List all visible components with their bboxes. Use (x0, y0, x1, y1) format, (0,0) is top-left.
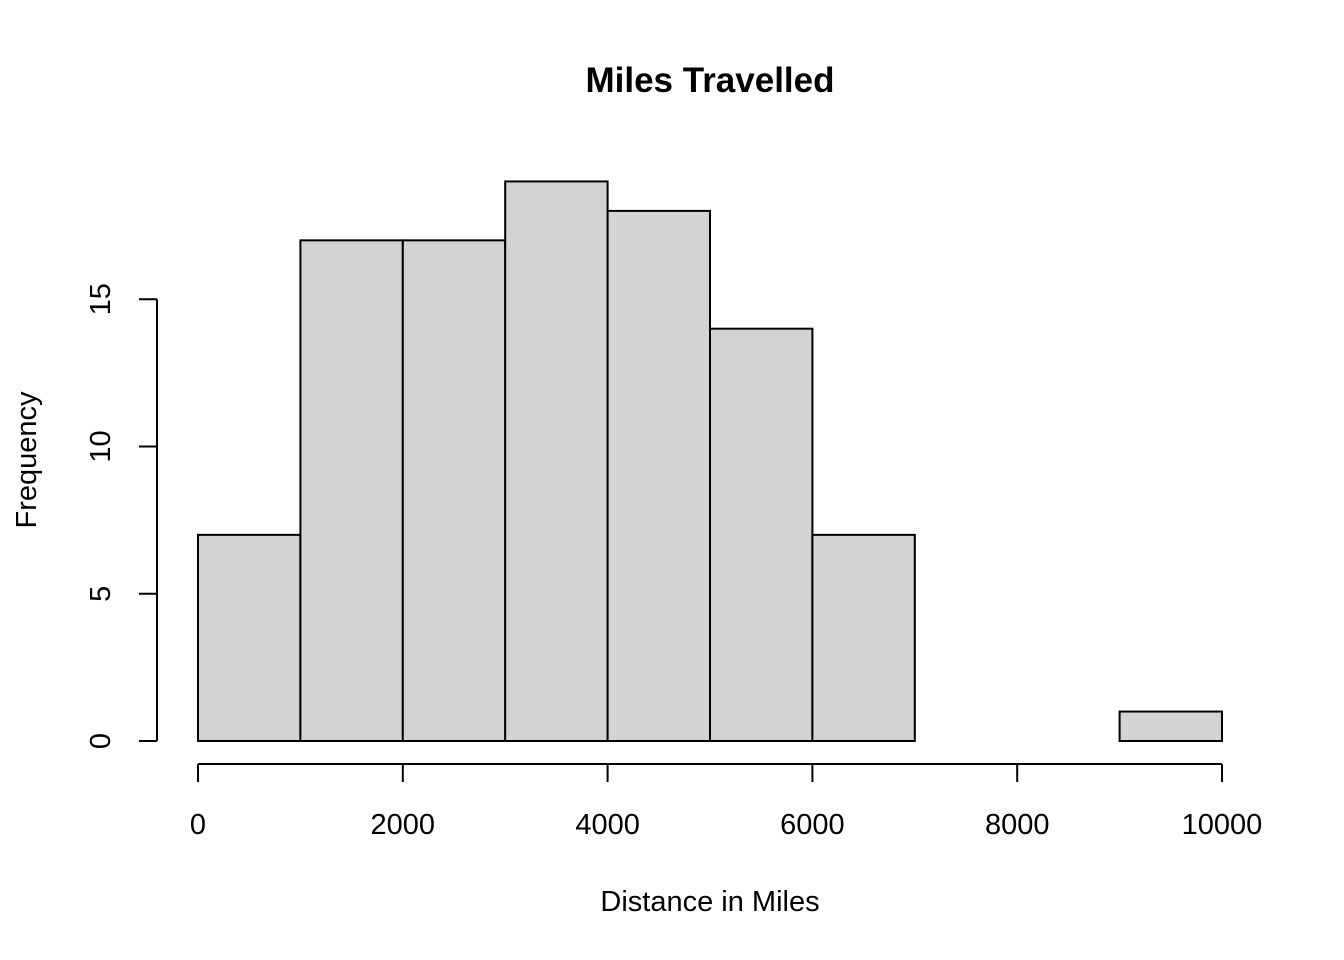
histogram-bar-2 (401, 239, 507, 742)
x-tick-label-5: 10000 (1182, 809, 1263, 841)
histogram-bar-6 (811, 533, 916, 742)
bars-group (197, 180, 1223, 742)
y-tick-label-0: 0 (85, 733, 117, 749)
x-tick-label-4: 8000 (985, 809, 1050, 841)
y-axis: 0 5 10 15 (85, 283, 158, 749)
y-tick-label-1: 5 (85, 586, 117, 602)
histogram-bar-1 (299, 239, 404, 742)
y-tick-label-2: 10 (85, 430, 117, 462)
histogram-bar-4 (606, 209, 711, 742)
x-tick-label-1: 2000 (371, 809, 436, 841)
x-tick-label-3: 6000 (780, 809, 845, 841)
histogram-bar-9 (1118, 710, 1223, 742)
histogram-bar-3 (504, 180, 609, 742)
histogram-bar-5 (709, 327, 814, 742)
chart-title: Miles Travelled (585, 61, 834, 100)
x-tick-label-2: 4000 (575, 809, 640, 841)
histogram-bar-0 (197, 533, 302, 742)
x-axis: 0 2000 4000 6000 8000 10000 (190, 763, 1263, 841)
x-axis-label: Distance in Miles (600, 886, 819, 918)
x-tick-label-0: 0 (190, 809, 206, 841)
y-tick-label-3: 15 (85, 283, 117, 315)
y-axis-label: Frequency (11, 391, 43, 529)
